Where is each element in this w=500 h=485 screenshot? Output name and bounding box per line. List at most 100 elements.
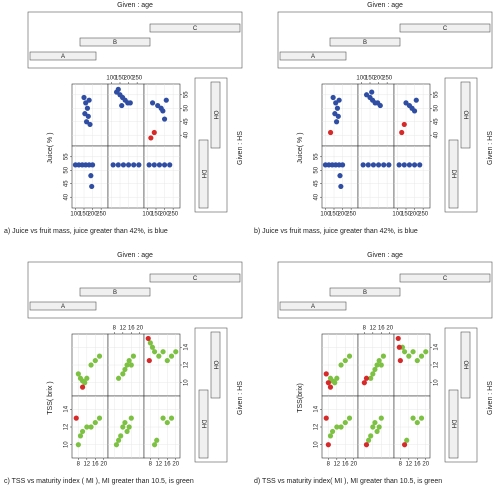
point xyxy=(148,135,154,141)
caption: b) Juice vs fruit mass, juice greater th… xyxy=(254,228,418,235)
point xyxy=(124,428,130,435)
point xyxy=(156,162,163,168)
y-tick-label: 55 xyxy=(434,91,440,98)
x-tick-label: 150 xyxy=(401,212,412,218)
point xyxy=(370,371,376,377)
point xyxy=(131,162,137,168)
shingle-bar xyxy=(149,273,241,283)
y-tick-label: 45 xyxy=(434,118,440,125)
point xyxy=(149,344,156,350)
point xyxy=(118,433,124,439)
point xyxy=(378,415,384,421)
y-tick-label: 50 xyxy=(64,166,70,173)
panel xyxy=(357,145,395,209)
shingle-box xyxy=(27,261,243,319)
point xyxy=(346,415,353,421)
given-x-label: Given : age xyxy=(367,2,403,9)
caption: a) Juice vs fruit mass, juice greater th… xyxy=(4,228,168,235)
point xyxy=(145,335,151,342)
point xyxy=(84,105,91,111)
x-tick-label: 100 xyxy=(356,76,367,82)
y-tick-label: 14 xyxy=(314,405,320,412)
point xyxy=(376,424,382,430)
point xyxy=(164,419,170,426)
shingle-label: C xyxy=(193,276,198,282)
point xyxy=(418,415,425,421)
point xyxy=(130,353,137,359)
given-x-label: Given : age xyxy=(117,2,153,9)
shingle-box xyxy=(277,261,493,319)
point xyxy=(327,384,334,390)
shingle-bar xyxy=(279,51,347,61)
shingle-bar xyxy=(399,23,491,33)
point xyxy=(113,442,120,448)
y-tick-label: 14 xyxy=(184,343,190,350)
x-tick-label: 200 xyxy=(124,76,135,82)
y-tick-label: 14 xyxy=(64,405,70,412)
shingle-bar xyxy=(279,301,347,311)
y-tick-label: 40 xyxy=(184,131,190,138)
point xyxy=(418,353,425,359)
y-tick-label: 45 xyxy=(64,180,70,187)
panel xyxy=(393,83,431,147)
shingle-label: B xyxy=(113,40,117,46)
shingle-box xyxy=(444,77,478,213)
point xyxy=(84,375,90,381)
shingle-label: B xyxy=(363,40,367,46)
point xyxy=(75,442,81,448)
point xyxy=(79,428,86,435)
x-tick-label: 150 xyxy=(329,212,340,218)
point xyxy=(337,173,343,179)
point xyxy=(376,357,382,364)
point xyxy=(89,183,95,190)
point xyxy=(377,102,383,109)
point xyxy=(96,353,103,359)
y-tick-label: 14 xyxy=(434,343,440,350)
x-tick-label: 8 xyxy=(113,326,117,332)
point xyxy=(86,97,92,103)
point xyxy=(368,375,374,381)
point xyxy=(156,353,162,359)
panel xyxy=(107,83,145,147)
point xyxy=(327,129,334,136)
point xyxy=(115,437,122,443)
point xyxy=(168,353,175,359)
shingle-box xyxy=(277,11,493,69)
panel xyxy=(107,145,145,209)
shingle-label: OH xyxy=(212,111,218,120)
x-tick-label: 150 xyxy=(79,212,90,218)
point xyxy=(115,162,121,168)
point xyxy=(110,162,116,168)
y-tick-label: 12 xyxy=(64,423,70,430)
y-tick-label: 50 xyxy=(184,104,190,111)
point xyxy=(372,419,378,426)
x-tick-label: 100 xyxy=(320,212,331,218)
y-axis-label: TSS(brix) xyxy=(297,383,304,413)
point xyxy=(173,349,179,355)
x-tick-label: 12 xyxy=(369,326,376,332)
x-tick-label: 250 xyxy=(382,76,393,82)
point xyxy=(160,349,166,355)
y-tick-label: 45 xyxy=(184,118,190,125)
shingle-label: OH xyxy=(212,361,218,370)
shingle-label: DH xyxy=(200,420,206,429)
x-tick-label: 12 xyxy=(405,462,412,468)
x-tick-label: 250 xyxy=(418,212,429,218)
x-tick-label: 100 xyxy=(142,212,153,218)
point xyxy=(81,94,87,101)
point xyxy=(369,89,375,95)
point xyxy=(414,419,420,426)
x-tick-label: 8 xyxy=(327,462,331,468)
point xyxy=(336,97,342,103)
y-tick-label: 10 xyxy=(184,379,190,386)
x-tick-label: 20 xyxy=(100,462,107,468)
point xyxy=(73,415,79,421)
point xyxy=(401,349,408,355)
point xyxy=(75,371,81,377)
point xyxy=(323,371,329,377)
x-tick-label: 150 xyxy=(115,76,126,82)
x-tick-label: 250 xyxy=(132,76,143,82)
shingle-label: A xyxy=(61,54,65,60)
shingle-box xyxy=(444,327,478,463)
shingle-bar xyxy=(29,301,97,311)
